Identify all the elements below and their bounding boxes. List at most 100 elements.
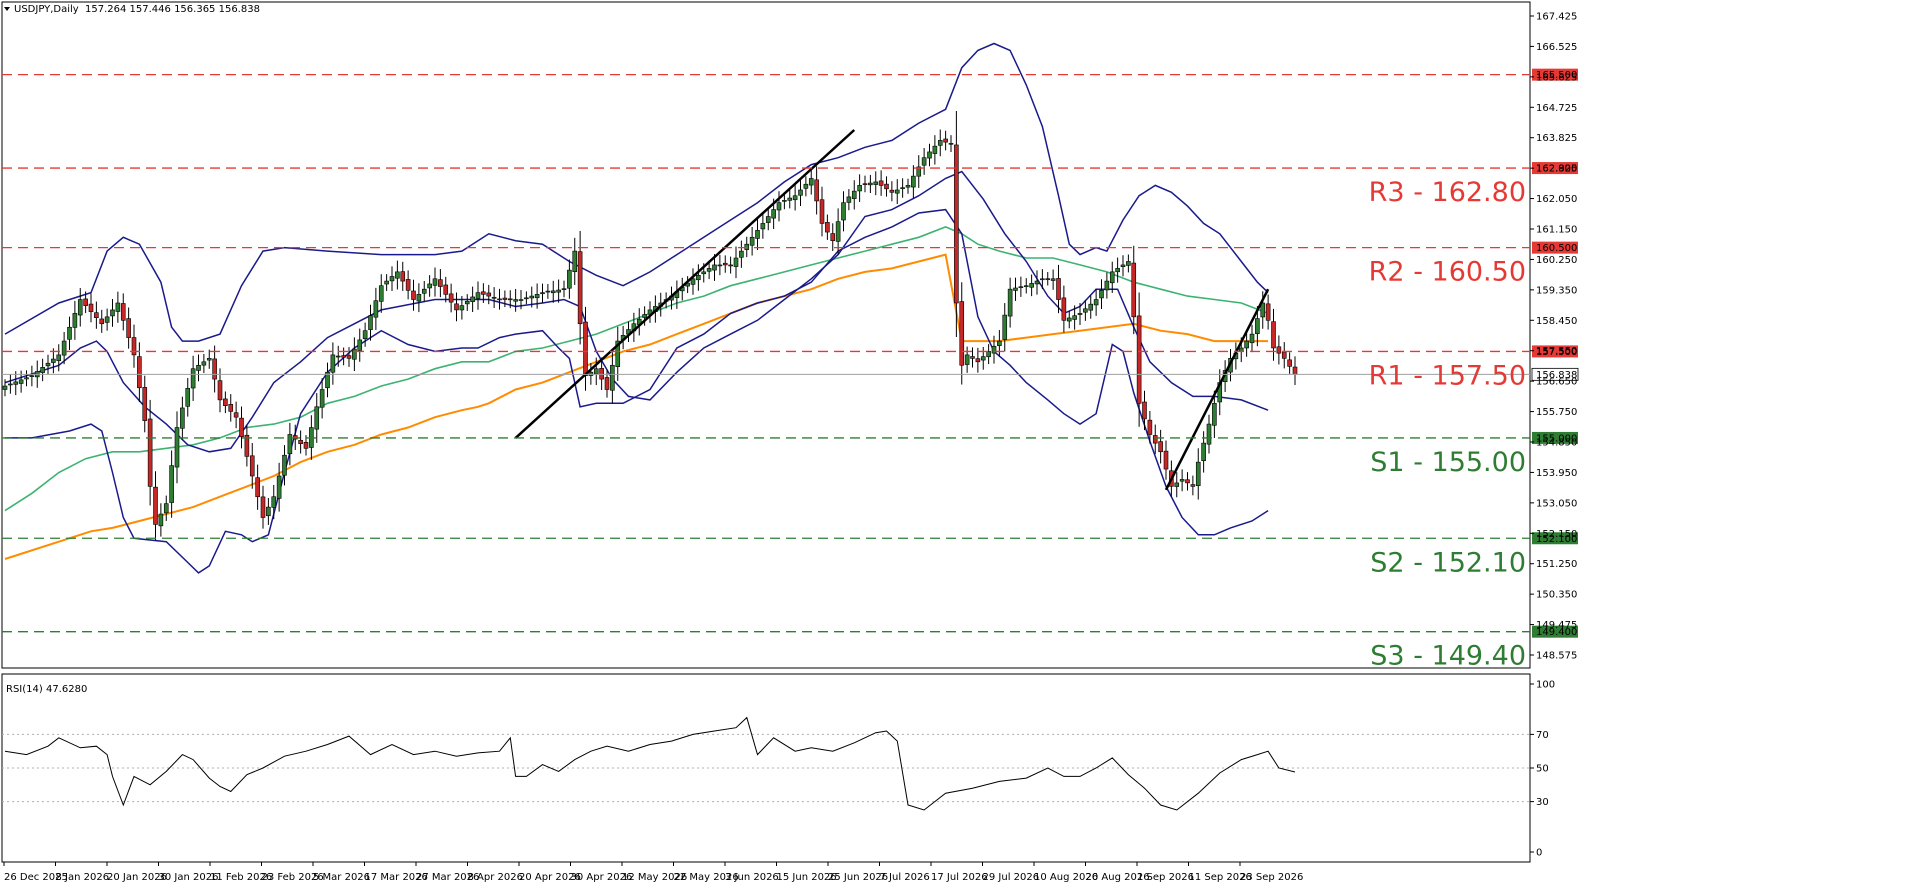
collapse-triangle-icon[interactable]	[4, 7, 10, 11]
candle	[1072, 305, 1077, 330]
price-tick-label: 153.950	[1536, 468, 1577, 479]
candle	[755, 218, 760, 251]
candle-body	[986, 351, 991, 358]
candle-body	[201, 361, 207, 366]
candle-body	[1029, 283, 1034, 288]
candle-body	[475, 292, 481, 299]
candle	[851, 180, 857, 210]
price-tick-label: 163.825	[1536, 133, 1577, 144]
candle-body	[529, 295, 535, 299]
candle	[212, 345, 217, 393]
level-tag-label: 160.500	[1536, 243, 1577, 254]
candle-body	[749, 236, 755, 246]
candle-body	[298, 439, 303, 444]
time-tick-label: 11 Feb 2026	[210, 872, 272, 883]
candle-body	[432, 278, 438, 286]
candle-body	[889, 189, 895, 193]
candle	[615, 326, 621, 381]
candle-body	[1185, 479, 1190, 484]
candle-body	[1212, 403, 1217, 426]
price-tick-label: 154.850	[1536, 438, 1577, 449]
candle	[1104, 272, 1110, 299]
candle-body	[825, 222, 830, 233]
candle-body	[690, 278, 696, 285]
price-tick-label: 150.350	[1536, 590, 1577, 601]
price-axis[interactable]: 167.425 166.525 165.625 164.725 163.825 162.9…	[1530, 12, 1577, 662]
candle	[1136, 292, 1142, 427]
time-tick-label: 10 Aug 2026	[1034, 872, 1098, 883]
candle-body	[927, 151, 932, 159]
candle-body	[550, 290, 556, 294]
candle	[567, 259, 572, 299]
candle	[846, 189, 852, 211]
time-tick-label: 22 May 2026	[674, 872, 739, 883]
price-tick-label: 165.625	[1536, 72, 1577, 83]
candle	[454, 292, 459, 322]
candle	[384, 274, 389, 291]
candle	[1018, 276, 1024, 297]
candle-body	[470, 296, 475, 302]
candle	[803, 176, 809, 197]
candle-body	[153, 486, 158, 525]
candle-body	[395, 271, 400, 279]
candle	[529, 286, 535, 308]
candle-body	[964, 354, 970, 365]
candle-body	[862, 183, 868, 185]
candle-body	[932, 145, 938, 154]
level-tag	[1532, 345, 1578, 358]
candle-body	[1120, 264, 1126, 267]
candle-body	[282, 454, 287, 476]
candle-body	[287, 434, 293, 455]
candle	[1023, 278, 1029, 294]
time-tick-label: 26 Dec 2025	[4, 872, 68, 883]
candle-body	[314, 406, 320, 430]
candle-body	[1287, 359, 1292, 367]
candle-body	[448, 293, 454, 303]
candle	[819, 186, 825, 237]
candle	[45, 354, 51, 375]
candle	[545, 284, 551, 299]
candle-body	[45, 362, 51, 367]
candle	[314, 393, 320, 443]
candle-body	[803, 183, 809, 189]
candle-body	[615, 340, 621, 368]
candle	[352, 337, 357, 371]
candle	[1190, 475, 1196, 496]
candle-body	[814, 179, 819, 202]
candle	[696, 264, 701, 291]
candle	[577, 230, 583, 345]
level-tag	[1532, 162, 1578, 175]
candle-body	[722, 262, 728, 266]
candle-body	[911, 175, 916, 188]
candle	[534, 283, 540, 309]
bollinger-lower-line	[5, 208, 1269, 574]
candle	[282, 445, 287, 486]
candle	[1287, 352, 1292, 374]
candle	[470, 286, 475, 313]
time-tick-label: 8 Apr 2026	[468, 872, 523, 883]
time-tick-label: 20 Apr 2026	[519, 872, 581, 883]
candle-body	[244, 434, 250, 457]
candle-body	[233, 412, 239, 418]
price-tick-label: 157.550	[1536, 346, 1577, 357]
candle-body	[491, 296, 497, 299]
candle-body	[567, 269, 572, 289]
candle-body	[18, 379, 24, 384]
candle	[873, 171, 879, 196]
candle	[77, 288, 83, 327]
candle-body	[1131, 262, 1137, 318]
candle-body	[1271, 321, 1276, 349]
candle-body	[223, 398, 228, 406]
time-tick-label: 5 Mar 2026	[313, 872, 370, 883]
candle	[1120, 255, 1126, 277]
candle-body	[970, 356, 975, 359]
candle-body	[174, 427, 180, 468]
candle-body	[56, 354, 62, 362]
candle-body	[1018, 286, 1024, 288]
candle-body	[416, 294, 422, 302]
level-name-label: S3 - 149.40	[1370, 641, 1526, 672]
candle	[970, 347, 975, 368]
candle	[1050, 269, 1056, 290]
